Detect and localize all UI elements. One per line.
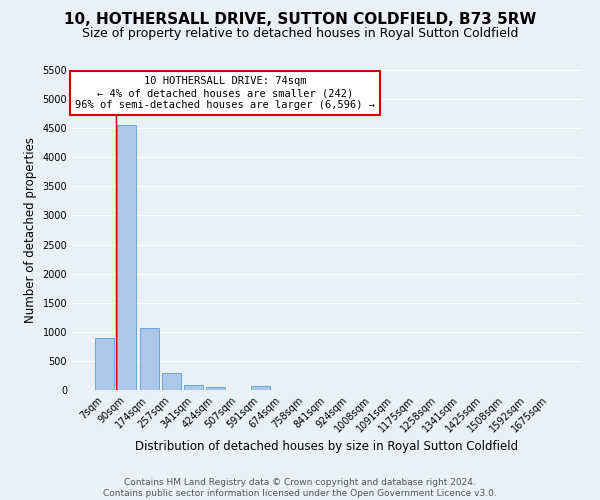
Bar [162,373,181,390]
Bar [118,126,136,390]
Bar [206,386,225,390]
Text: 10 HOTHERSALL DRIVE: 74sqm
← 4% of detached houses are smaller (242)
96% of semi: 10 HOTHERSALL DRIVE: 74sqm ← 4% of detac… [75,76,375,110]
Bar [184,386,203,390]
Text: 10, HOTHERSALL DRIVE, SUTTON COLDFIELD, B73 5RW: 10, HOTHERSALL DRIVE, SUTTON COLDFIELD, … [64,12,536,28]
Bar [140,328,158,390]
X-axis label: Distribution of detached houses by size in Royal Sutton Coldfield: Distribution of detached houses by size … [136,440,518,452]
Text: Size of property relative to detached houses in Royal Sutton Coldfield: Size of property relative to detached ho… [82,28,518,40]
Bar [251,386,270,390]
Y-axis label: Number of detached properties: Number of detached properties [24,137,37,323]
Text: Contains HM Land Registry data © Crown copyright and database right 2024.
Contai: Contains HM Land Registry data © Crown c… [103,478,497,498]
Bar [95,338,114,390]
